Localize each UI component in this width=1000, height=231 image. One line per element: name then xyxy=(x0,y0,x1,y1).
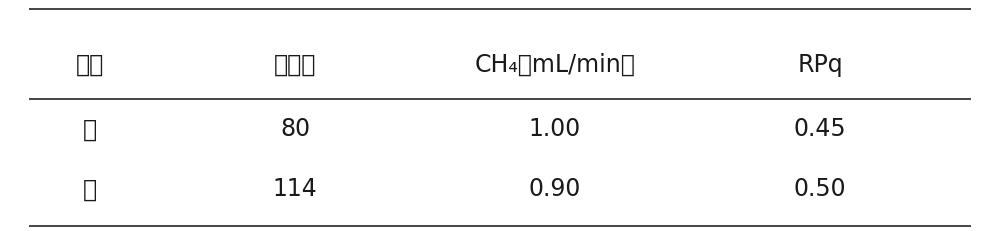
Text: CH₄（mL/min）: CH₄（mL/min） xyxy=(475,53,635,77)
Text: 1.00: 1.00 xyxy=(529,117,581,141)
Text: 硒: 硒 xyxy=(83,117,97,141)
Text: 80: 80 xyxy=(280,117,310,141)
Text: 114: 114 xyxy=(273,177,317,201)
Text: RPq: RPq xyxy=(797,53,843,77)
Text: 质量数: 质量数 xyxy=(274,53,316,77)
Text: 0.50: 0.50 xyxy=(794,177,846,201)
Text: 镉: 镉 xyxy=(83,177,97,201)
Text: 0.45: 0.45 xyxy=(794,117,846,141)
Text: 元素: 元素 xyxy=(76,53,104,77)
Text: 0.90: 0.90 xyxy=(529,177,581,201)
